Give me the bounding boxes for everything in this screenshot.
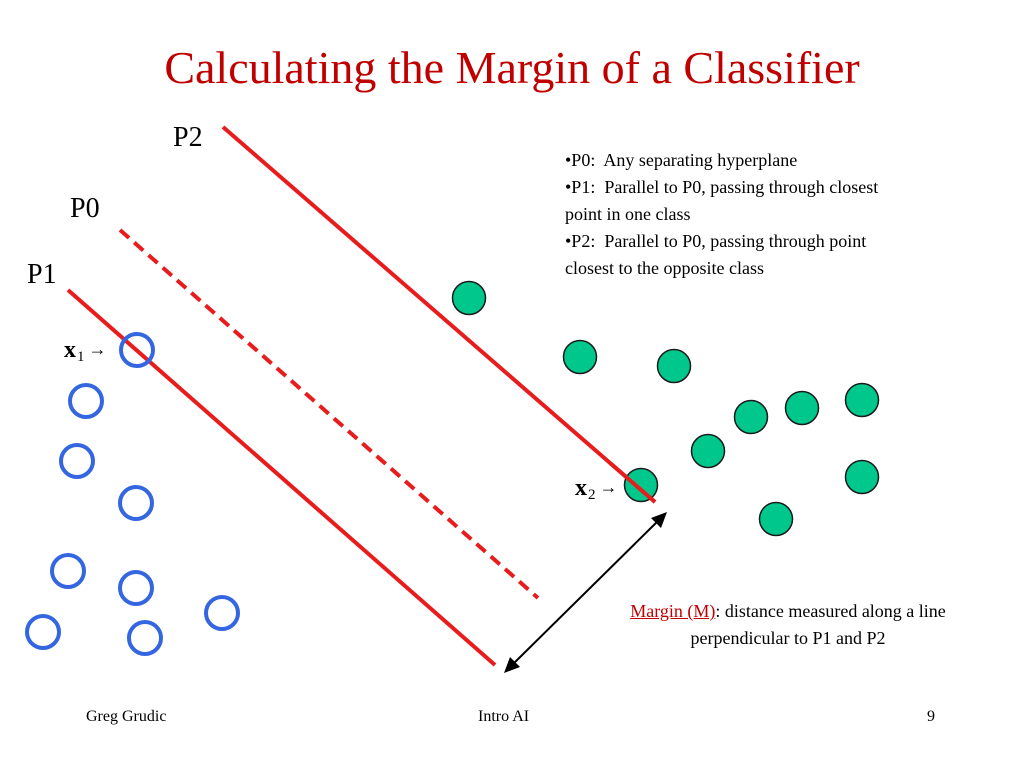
x1-subscript: 1 bbox=[77, 349, 85, 365]
filled-point bbox=[733, 399, 769, 435]
filled-point-x2 bbox=[623, 467, 659, 503]
filled-point bbox=[656, 348, 692, 384]
hyperplane-legend: •P0: Any separating hyperplane •P1: Para… bbox=[565, 147, 915, 282]
filled-point bbox=[451, 280, 487, 316]
hyperplane-p1 bbox=[66, 288, 497, 667]
legend-item-p1: •P1: Parallel to P0, passing through clo… bbox=[565, 177, 883, 224]
open-point bbox=[59, 443, 95, 479]
legend-item-p2: •P2: Parallel to P0, passing through poi… bbox=[565, 231, 871, 278]
margin-description: : distance measured along a line perpend… bbox=[690, 601, 946, 648]
x1-label: x1 → bbox=[64, 335, 107, 371]
hyperplane-p2 bbox=[221, 125, 657, 504]
x2-subscript: 2 bbox=[588, 487, 596, 503]
p0-label: P0 bbox=[70, 193, 100, 224]
open-point bbox=[204, 595, 240, 631]
filled-point bbox=[758, 501, 794, 537]
open-point bbox=[118, 485, 154, 521]
filled-point bbox=[844, 382, 880, 418]
margin-definition: Margin (M): distance measured along a li… bbox=[600, 598, 976, 652]
filled-point bbox=[690, 433, 726, 469]
double-headed-arrow-icon bbox=[504, 512, 667, 673]
margin-term: Margin (M) bbox=[630, 601, 716, 621]
open-point bbox=[118, 570, 154, 606]
filled-point bbox=[844, 459, 880, 495]
x2-label: x2 → bbox=[575, 473, 618, 509]
footer-page-number: 9 bbox=[927, 708, 935, 725]
class-open-points bbox=[25, 332, 240, 656]
filled-point bbox=[562, 339, 598, 375]
open-point bbox=[127, 620, 163, 656]
open-point-x1 bbox=[119, 332, 155, 368]
class-filled-points bbox=[451, 280, 880, 537]
p2-label: P2 bbox=[173, 122, 203, 153]
footer-course: Intro AI bbox=[478, 708, 530, 725]
open-point bbox=[50, 553, 86, 589]
hyperplane-p0 bbox=[118, 228, 540, 600]
filled-point bbox=[784, 390, 820, 426]
x1-letter: x bbox=[64, 337, 76, 363]
open-point bbox=[25, 614, 61, 650]
p1-label: P1 bbox=[27, 259, 57, 290]
slide-title: Calculating the Margin of a Classifier bbox=[164, 42, 860, 93]
legend-item-p0: •P0: Any separating hyperplane bbox=[565, 150, 798, 170]
right-arrow-icon: → bbox=[88, 339, 107, 359]
open-point bbox=[68, 383, 104, 419]
x2-letter: x bbox=[575, 475, 587, 501]
footer-author: Greg Grudic bbox=[86, 708, 167, 725]
right-arrow-icon: → bbox=[599, 477, 618, 497]
hyperplane-p2-overlay bbox=[608, 461, 657, 504]
